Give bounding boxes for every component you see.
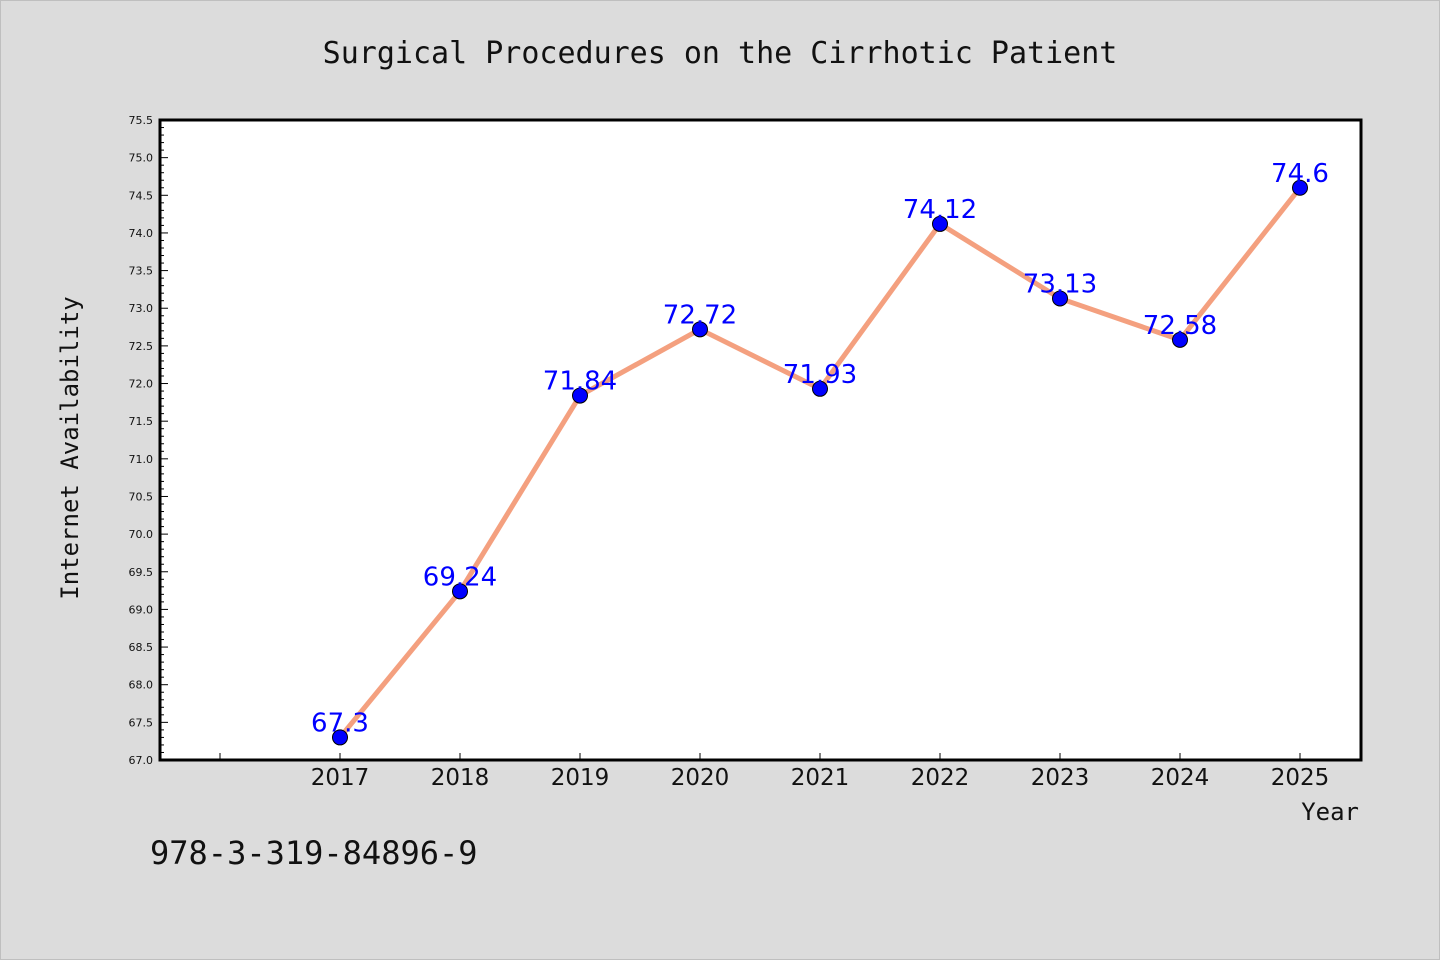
y-tick-label: 74.0 [129,227,154,240]
data-label: 74.6 [1271,159,1329,189]
data-point [812,380,828,397]
x-tick-label: 2024 [1151,765,1210,791]
x-tick-label: 2025 [1271,765,1330,791]
data-point [1052,290,1068,307]
plot-area [158,118,1363,762]
data-label: 67.3 [311,708,369,738]
y-tick-label: 71.5 [129,415,154,428]
data-point [692,321,708,338]
x-tick-label: 2023 [1031,765,1090,791]
data-label: 72.58 [1143,311,1217,341]
y-tick-label: 67.0 [129,754,154,767]
data-label: 72.72 [663,300,737,330]
data-point [572,387,588,404]
data-label: 69.24 [423,562,497,592]
y-tick-label: 75.0 [129,152,154,165]
x-tick-label: 2019 [551,765,610,791]
y-tick-label: 72.5 [129,340,154,353]
data-point-markers [332,179,1308,746]
data-label: 73.13 [1023,269,1097,299]
isbn-footer: 978-3-319-84896-9 [150,834,478,872]
data-point [1172,331,1188,348]
y-tick-label: 70.5 [129,490,154,503]
data-point [932,215,948,232]
x-tick-label: 2017 [311,765,370,791]
x-tick-label: 2022 [911,765,970,791]
data-point [332,729,348,746]
x-tick-label: 2021 [791,765,850,791]
y-tick-label: 75.5 [129,114,154,127]
y-axis-title: Internet Availability [56,296,84,599]
data-point [1292,179,1308,196]
y-tick-label: 69.5 [129,566,154,579]
y-tick-label: 73.0 [129,302,154,315]
data-label: 71.93 [783,360,857,390]
x-axis: 2017 2018 2019 2020 2021 2022 2023 2024 2025 [219,753,1330,791]
chart-title: Surgical Procedures on the Cirrhotic Pat… [323,36,1118,71]
y-axis: 67.0 67.5 68.0 68.5 69.0 69.5 70.0 70.5 71.0 71.5… [129,114,168,767]
data-point [452,583,468,600]
y-tick-label: 68.0 [129,679,154,692]
x-tick-label: 2018 [431,765,490,791]
x-tick-label: 2020 [671,765,730,791]
data-labels: 67.3 69.24 71.84 72.72 71.93 74.12 73.13 72.58 7… [311,159,1329,739]
y-tick-label: 72.0 [129,378,154,391]
data-label: 74.12 [903,195,977,225]
y-tick-label: 68.5 [129,641,154,654]
y-tick-label: 74.5 [129,189,154,202]
y-tick-label: 69.0 [129,603,154,616]
y-tick-label: 70.0 [129,528,154,541]
x-axis-title: Year [1301,798,1359,826]
y-tick-label: 67.5 [129,716,154,729]
data-label: 71.84 [543,367,617,397]
y-tick-label: 71.0 [129,453,154,466]
y-tick-label: 73.5 [129,265,154,278]
